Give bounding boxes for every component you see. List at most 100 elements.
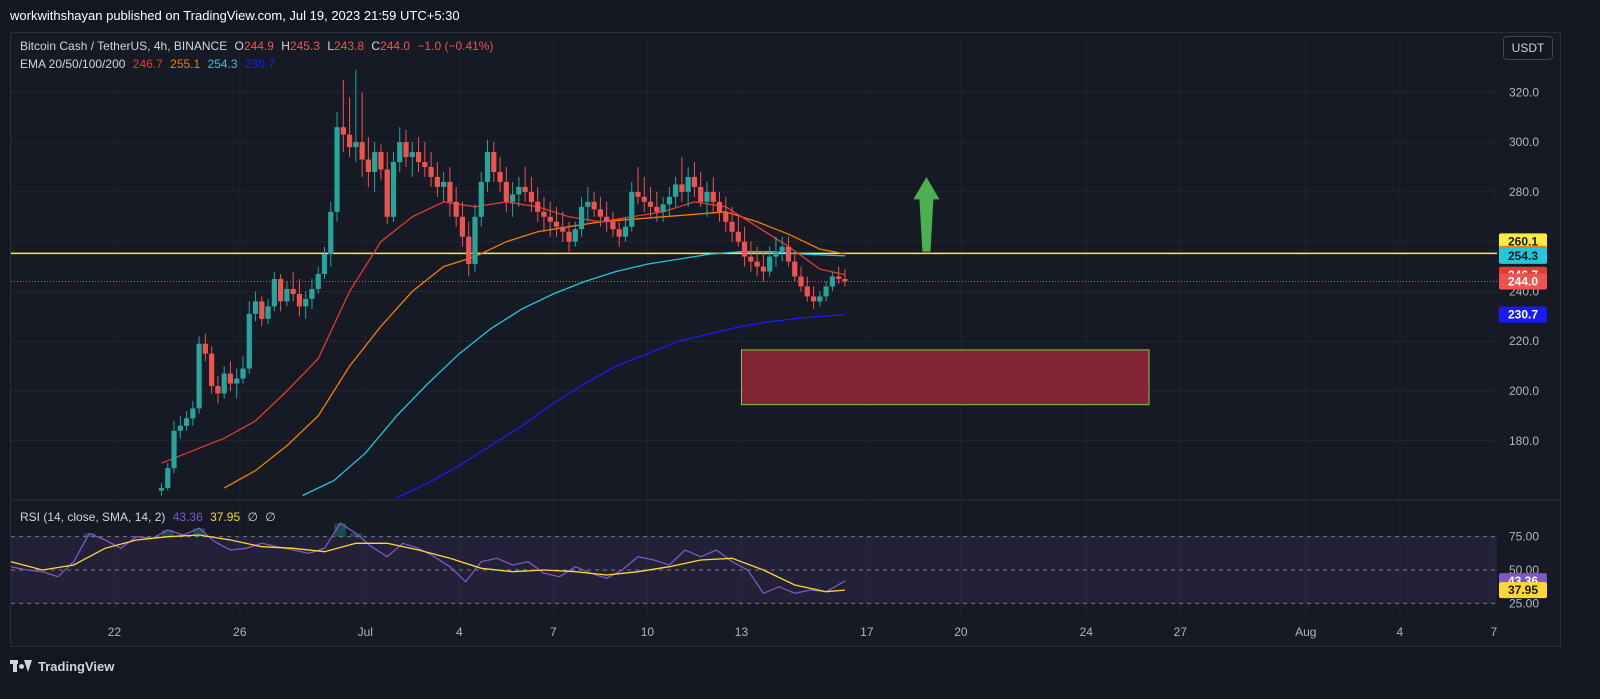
rsi-empty-2: ∅ — [265, 510, 276, 524]
time-tick-label: 26 — [233, 625, 247, 639]
candle-down — [760, 266, 767, 272]
candle-down — [566, 231, 572, 242]
candle-down — [503, 181, 509, 202]
candle-up — [165, 468, 171, 489]
candle-down — [679, 184, 685, 192]
time-tick-label: 27 — [1174, 625, 1188, 639]
candle-up — [829, 276, 835, 287]
ema100-value: 254.3 — [207, 57, 238, 71]
time-tick-label: 17 — [860, 625, 874, 639]
candle-down — [447, 181, 453, 202]
candle-down — [497, 171, 503, 182]
change-value: −1.0 (−0.41%) — [417, 39, 494, 53]
candle-down — [710, 191, 716, 202]
time-tick-label: 7 — [550, 625, 557, 639]
time-tick-label: 24 — [1080, 625, 1094, 639]
ema20-value: 246.7 — [132, 57, 163, 71]
price-tick-label: 200.0 — [1509, 384, 1539, 398]
rsi-sma-axis-badge — [1499, 582, 1547, 599]
candle-up — [510, 194, 516, 202]
candle-up — [190, 408, 196, 419]
rsi-overbought-fill — [161, 530, 174, 537]
candle-down — [716, 201, 723, 212]
candle-down — [735, 231, 741, 242]
candle-up — [284, 288, 290, 302]
open-value: 244.9 — [243, 39, 274, 53]
price-axis-badge-label: 254.3 — [1508, 249, 1538, 263]
candle-down — [635, 191, 641, 197]
candle-up — [622, 226, 629, 237]
time-tick-label: 13 — [735, 625, 749, 639]
candle-down — [810, 296, 817, 302]
time-tick-label: Jul — [358, 625, 373, 639]
candle-down — [547, 216, 553, 222]
time-tick-label: 4 — [1396, 625, 1403, 639]
ema20-line — [161, 201, 846, 464]
candle-up — [660, 204, 666, 212]
candle-up — [177, 425, 183, 431]
candle-up — [817, 296, 823, 302]
time-tick-label: 4 — [456, 625, 463, 639]
candle-down — [434, 176, 440, 187]
candle-down — [359, 142, 365, 160]
candle-up — [823, 286, 829, 297]
candle-down — [378, 152, 384, 170]
candle-down — [654, 206, 660, 212]
footer-brand[interactable]: TradingView — [10, 656, 114, 676]
candle-down — [641, 196, 647, 202]
rsi-empty-1: ∅ — [247, 510, 258, 524]
price-axis-badge-label: 244.0 — [1508, 274, 1538, 288]
candle-up — [773, 251, 779, 257]
ema50-value: 255.1 — [170, 57, 201, 71]
time-tick-label: 7 — [1491, 625, 1498, 639]
candle-down — [616, 229, 622, 237]
rsi-overbought-fill — [193, 528, 206, 537]
ema50-line — [223, 211, 846, 489]
ema-label: EMA 20/50/100/200 — [20, 57, 126, 71]
candle-down — [209, 353, 215, 387]
candle-down — [741, 241, 748, 257]
candle-up — [409, 152, 415, 158]
candle-up — [767, 256, 773, 272]
candle-up — [309, 288, 315, 299]
currency-button[interactable]: USDT — [1503, 36, 1553, 60]
rsi-label: RSI (14, close, SMA, 14, 2) — [20, 510, 166, 524]
candle-up — [478, 181, 484, 217]
candle-down — [604, 216, 610, 222]
candle-down — [422, 162, 428, 168]
candle-down — [466, 236, 472, 265]
candle-up — [171, 430, 177, 469]
candle-down — [290, 288, 296, 294]
candle-up — [390, 162, 397, 217]
brand-label: TradingView — [38, 658, 115, 674]
candle-up — [572, 229, 578, 242]
candle-down — [202, 343, 208, 354]
candle-up — [303, 298, 309, 307]
rsi-sma-axis-badge-label: 37.95 — [1508, 583, 1538, 597]
candle-down — [748, 256, 754, 262]
price-tick-label: 280.0 — [1509, 185, 1539, 199]
low-value: 243.8 — [334, 39, 365, 53]
candle-up — [472, 216, 478, 265]
candle-up — [704, 191, 710, 202]
candle-down — [415, 152, 422, 163]
candle-down — [842, 279, 848, 282]
candle-down — [597, 209, 603, 217]
time-tick-label: Aug — [1295, 625, 1316, 639]
candle-up — [578, 206, 585, 230]
candle-down — [804, 286, 810, 297]
candle-down — [723, 211, 729, 222]
price-axis-badge — [1499, 273, 1547, 290]
candle-up — [397, 142, 403, 163]
candle-down — [346, 134, 353, 148]
candle-down — [384, 169, 390, 217]
rsi-overbought-fill — [83, 533, 96, 537]
up-arrow-icon — [913, 176, 940, 252]
candle-up — [516, 186, 522, 195]
candle-down — [453, 201, 459, 217]
candle-up — [673, 184, 679, 197]
candle-up — [353, 142, 359, 148]
candle-down — [403, 142, 409, 158]
symbol-label: Bitcoin Cash / TetherUS, 4h, BINANCE — [20, 39, 228, 53]
